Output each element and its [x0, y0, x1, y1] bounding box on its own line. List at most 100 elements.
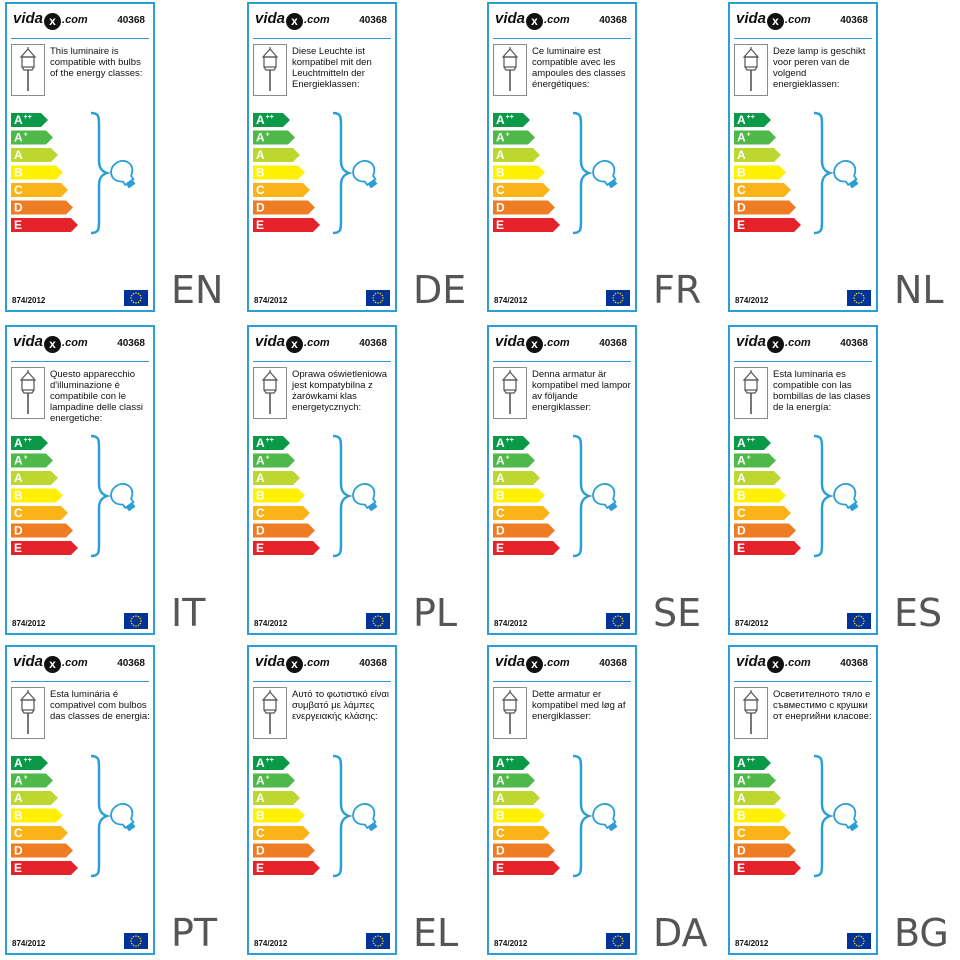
energy-class-6: E: [11, 541, 78, 555]
regulation-number: 874/2012: [494, 939, 528, 948]
brand-logo: vida x .com: [13, 10, 88, 32]
energy-class-5: D: [734, 200, 796, 215]
energy-class-0: A++: [11, 113, 48, 127]
lantern-icon-box: [493, 44, 527, 96]
brand-domain: .com: [544, 337, 570, 349]
eu-flag-icon: [366, 933, 390, 949]
energy-class-arrow: [734, 130, 776, 145]
brand-domain: .com: [785, 14, 811, 26]
energy-class-arrow: [493, 148, 540, 162]
energy-class-arrow: [493, 861, 560, 875]
bulb-icon: [110, 160, 136, 189]
energy-class-3: B: [11, 808, 63, 823]
regulation-number: 874/2012: [12, 296, 46, 305]
energy-class-6: E: [253, 218, 320, 232]
label-card: vida x .com 40368 Dette armatur er kompatibe…: [487, 645, 637, 955]
eu-flag-icon: [606, 933, 630, 949]
lantern-icon-box: [253, 44, 287, 96]
energy-class-sup: ++: [506, 757, 514, 764]
energy-class-label: A: [737, 471, 746, 485]
energy-class-label: B: [14, 809, 23, 823]
lantern-icon: [742, 690, 760, 734]
lantern-icon: [742, 47, 760, 91]
energy-class-arrow: [253, 130, 295, 145]
lantern-icon-box: [493, 687, 527, 739]
energy-class-5: D: [11, 200, 73, 215]
energy-class-label: E: [496, 218, 504, 232]
compatibility-text: Diese Leuchte ist kompatibel mit den Leu…: [292, 46, 372, 90]
energy-class-arrow: [253, 756, 290, 770]
language-code: SE: [653, 591, 702, 635]
divider: [253, 681, 391, 682]
language-code: PT: [171, 911, 218, 955]
energy-class-arrow: [253, 436, 290, 450]
energy-class-label: B: [14, 166, 23, 180]
lantern-icon-box: [734, 44, 768, 96]
energy-class-arrow: [253, 471, 300, 485]
language-code: DE: [413, 268, 467, 312]
energy-class-label: E: [496, 541, 504, 555]
energy-class-arrow: [11, 826, 68, 840]
bracket-icon: [90, 754, 111, 878]
energy-class-arrow: [253, 183, 310, 197]
energy-class-4: C: [734, 183, 791, 197]
regulation-number: 874/2012: [494, 296, 528, 305]
brand-mark: x: [767, 656, 785, 673]
energy-class-1: A+: [493, 453, 535, 468]
energy-class-3: B: [493, 488, 545, 503]
bulb-icon: [592, 160, 618, 189]
energy-class-arrow: [734, 861, 801, 875]
lantern-icon: [742, 370, 760, 414]
energy-class-arrow: [253, 148, 300, 162]
brand-logo: vida x .com: [255, 10, 330, 32]
label-card: vida x .com 40368 Oprawa oświetleniowa jest …: [247, 325, 397, 635]
language-code: BG: [894, 911, 949, 955]
energy-label-en: vida x .com 40368 This luminaire is compatib…: [5, 2, 235, 314]
energy-class-label: D: [496, 844, 505, 858]
bracket-icon: [332, 434, 353, 558]
energy-class-6: E: [734, 218, 801, 232]
energy-class-sup: +: [506, 455, 510, 462]
energy-class-label: A: [256, 471, 265, 485]
lantern-icon-box: [11, 44, 45, 96]
energy-class-label: D: [256, 201, 265, 215]
compatibility-text: Esta luminaria es compatible con las bom…: [773, 369, 871, 413]
energy-class-0: A++: [493, 436, 530, 450]
label-card: vida x .com 40368 Esta luminaria es compatib…: [728, 325, 878, 635]
energy-class-arrow: [493, 113, 530, 127]
energy-class-arrow: [734, 218, 801, 232]
energy-class-1: A+: [253, 130, 295, 145]
energy-class-arrow: [493, 773, 535, 788]
energy-class-arrow: [734, 113, 771, 127]
energy-class-sup: +: [747, 455, 751, 462]
brand-mark: x: [767, 336, 785, 353]
brand-mark: x: [526, 656, 544, 673]
brand-name: vida: [495, 653, 526, 670]
energy-class-label: A: [14, 148, 23, 162]
energy-class-arrow: [11, 130, 53, 145]
regulation-number: 874/2012: [254, 939, 288, 948]
bulb-icon: [833, 803, 859, 832]
bulb-icon: [110, 803, 136, 832]
energy-class-label: E: [14, 541, 22, 555]
energy-class-arrow: [493, 541, 560, 555]
energy-class-2: A: [11, 148, 58, 162]
language-code: PL: [413, 591, 458, 635]
energy-class-5: D: [11, 523, 73, 538]
energy-label-pt: vida x .com 40368 Esta luminária é compative…: [5, 645, 235, 957]
energy-class-arrow: [493, 130, 535, 145]
bulb-icon: [592, 483, 618, 512]
energy-class-arrow: [253, 218, 320, 232]
bracket-icon: [572, 754, 593, 878]
compatibility-text: This luminaire is compatible with bulbs …: [50, 46, 143, 79]
brand-domain: .com: [544, 657, 570, 669]
language-code: DA: [653, 911, 708, 955]
label-card: vida x .com 40368 Ce luminaire est compatibl…: [487, 2, 637, 312]
energy-class-5: D: [734, 523, 796, 538]
brand-name: vida: [736, 653, 767, 670]
energy-class-5: D: [253, 200, 315, 215]
energy-class-arrow: [11, 773, 53, 788]
language-code: NL: [894, 268, 944, 312]
